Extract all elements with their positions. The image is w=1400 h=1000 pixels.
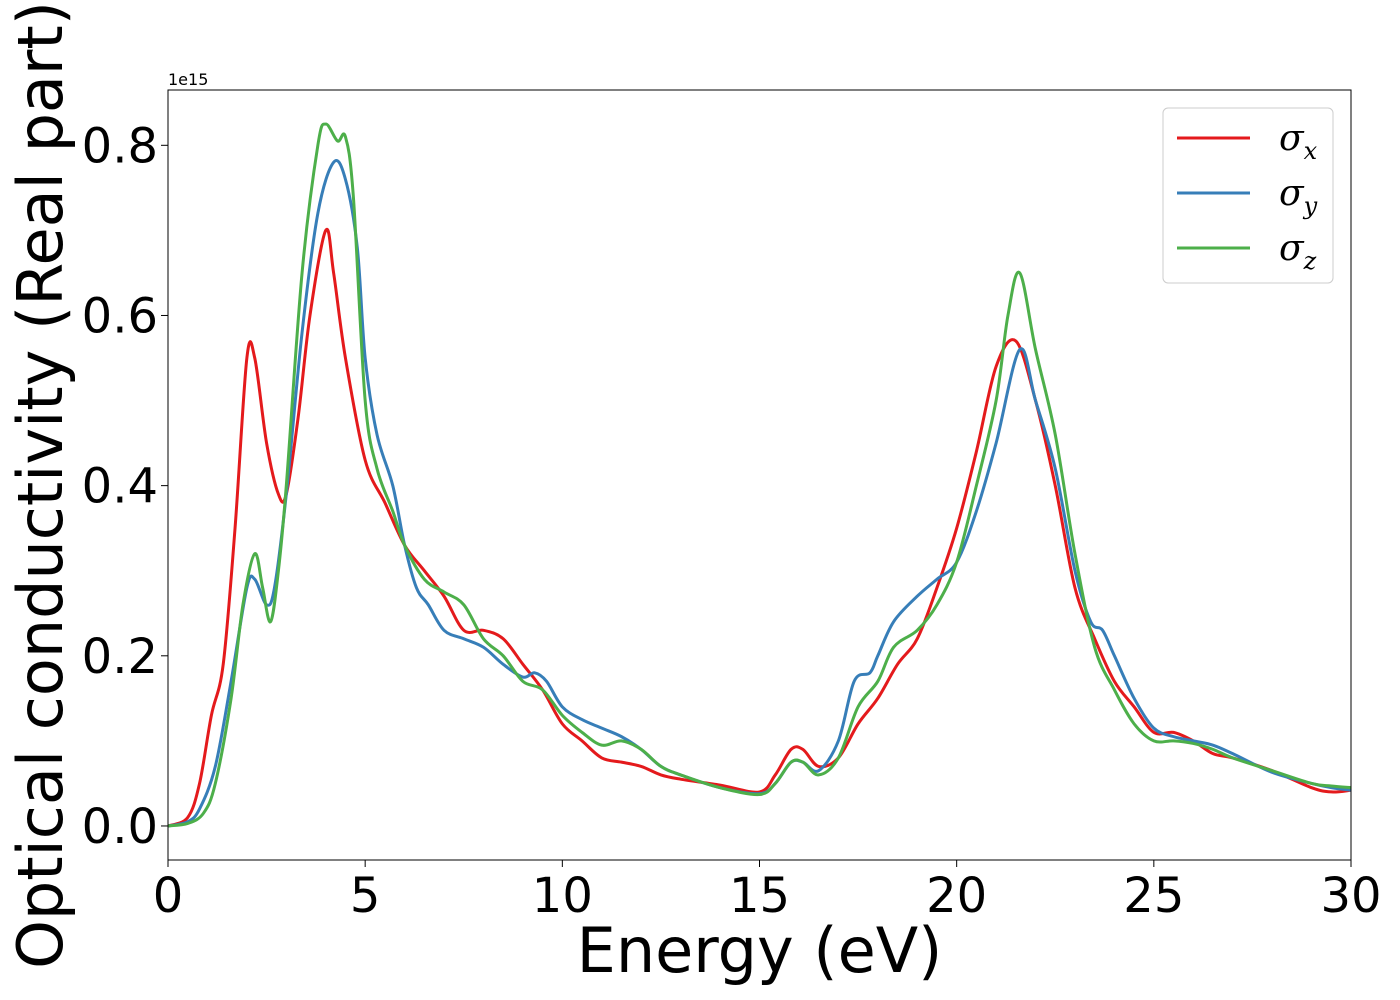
- x-axis-ticks: 0 5 10 15 20 25 30: [153, 860, 1382, 924]
- x-tick-label: 25: [1123, 868, 1184, 924]
- legend-label-x: σx: [1279, 118, 1318, 165]
- legend-label-base: σ: [1279, 228, 1305, 269]
- legend-label-base: σ: [1279, 118, 1305, 159]
- x-tick-label: 15: [729, 868, 790, 924]
- y-tick-label: 0.6: [82, 288, 158, 344]
- legend-label-subscript: y: [1303, 192, 1318, 220]
- legend-label-base: σ: [1279, 173, 1305, 214]
- x-axis-label: Energy (eV): [577, 914, 943, 987]
- legend-label-subscript: z: [1303, 247, 1317, 275]
- y-tick-label: 0.4: [82, 459, 158, 515]
- y-offset-text: 1e15: [168, 70, 208, 89]
- x-tick-label: 30: [1320, 868, 1381, 924]
- y-tick-label: 0.8: [82, 118, 158, 174]
- y-axis-label: Optical conductivity (Real part): [4, 1, 77, 969]
- x-tick-label: 0: [153, 868, 184, 924]
- series-line-z: [168, 122, 1351, 828]
- y-tick-label: 0.2: [82, 629, 158, 685]
- x-tick-label: 20: [926, 868, 987, 924]
- x-tick-label: 10: [532, 868, 593, 924]
- y-tick-label: 0.0: [82, 799, 158, 855]
- legend-label-y: σy: [1279, 173, 1318, 220]
- legend-box: [1162, 107, 1334, 284]
- x-tick-label: 5: [350, 868, 381, 924]
- series-lines: [168, 122, 1351, 828]
- y-axis-ticks: 0.0 0.2 0.4 0.6 0.8: [82, 118, 168, 855]
- legend-label-subscript: x: [1304, 137, 1318, 165]
- legend-label-z: σz: [1279, 228, 1317, 275]
